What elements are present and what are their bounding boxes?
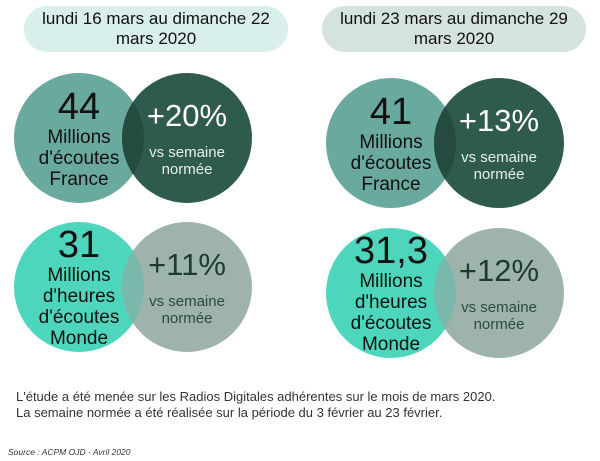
circle-overlap — [122, 222, 252, 352]
growth-value: +11% — [148, 247, 226, 282]
period-label-week1: lundi 16 mars au dimanche 22 mars 2020 — [42, 9, 270, 48]
audience-label: Millions d'écoutes France — [38, 126, 120, 190]
venn-week1-france: 44 Millions d'écoutes France +20% vs sem… — [14, 73, 254, 203]
venn-week1-monde: 31 Millions d'heures d'écoutes Monde +11… — [14, 222, 254, 352]
growth-block: +12% vs semaine normée — [434, 228, 564, 358]
audience-value: 31,3 — [354, 230, 428, 272]
growth-value: +20% — [146, 98, 228, 133]
circle-overlap — [122, 73, 252, 203]
audience-value: 31 — [57, 224, 101, 266]
period-label-week2: lundi 23 mars au dimanche 29 mars 2020 — [340, 9, 568, 48]
circle-overlap — [434, 228, 564, 358]
period-header-week2: lundi 23 mars au dimanche 29 mars 2020 — [322, 6, 586, 52]
growth-label: vs semaine normée — [461, 149, 537, 183]
methodology-line-2: La semaine normée a été réalisée sur la … — [16, 405, 443, 420]
growth-value: +13% — [458, 103, 540, 138]
audience-label: Millions d'écoutes France — [350, 131, 432, 195]
growth-block: +20% vs semaine normée — [122, 73, 252, 203]
source-note: Source : ACPM OJD - Avril 2020 — [8, 447, 131, 457]
audience-block: 44 Millions d'écoutes France — [14, 73, 144, 203]
audience-block: 31 Millions d'heures d'écoutes Monde — [14, 222, 144, 352]
growth-value: +12% — [458, 253, 540, 288]
audience-value: 44 — [57, 85, 101, 128]
circle-overlap — [434, 78, 564, 208]
growth-label: vs semaine normée — [149, 293, 225, 327]
venn-week2-france: 41 Millions d'écoutes France +13% vs sem… — [326, 78, 566, 208]
growth-label: vs semaine normée — [461, 299, 537, 333]
methodology-note: L'étude a été menée sur les Radios Digit… — [16, 389, 495, 421]
audience-label: Millions d'heures d'écoutes Monde — [38, 265, 120, 349]
growth-block: +11% vs semaine normée — [122, 222, 252, 352]
growth-label: vs semaine normée — [149, 144, 225, 178]
audience-label: Millions d'heures d'écoutes Monde — [350, 271, 432, 355]
venn-week2-monde: 31,3 Millions d'heures d'écoutes Monde +… — [326, 228, 566, 358]
audience-block: 31,3 Millions d'heures d'écoutes Monde — [326, 228, 456, 358]
period-header-week1: lundi 16 mars au dimanche 22 mars 2020 — [24, 6, 288, 52]
audience-value: 41 — [369, 90, 413, 133]
methodology-line-1: L'étude a été menée sur les Radios Digit… — [16, 389, 496, 404]
audience-block: 41 Millions d'écoutes France — [326, 78, 456, 208]
growth-block: +13% vs semaine normée — [434, 78, 564, 208]
